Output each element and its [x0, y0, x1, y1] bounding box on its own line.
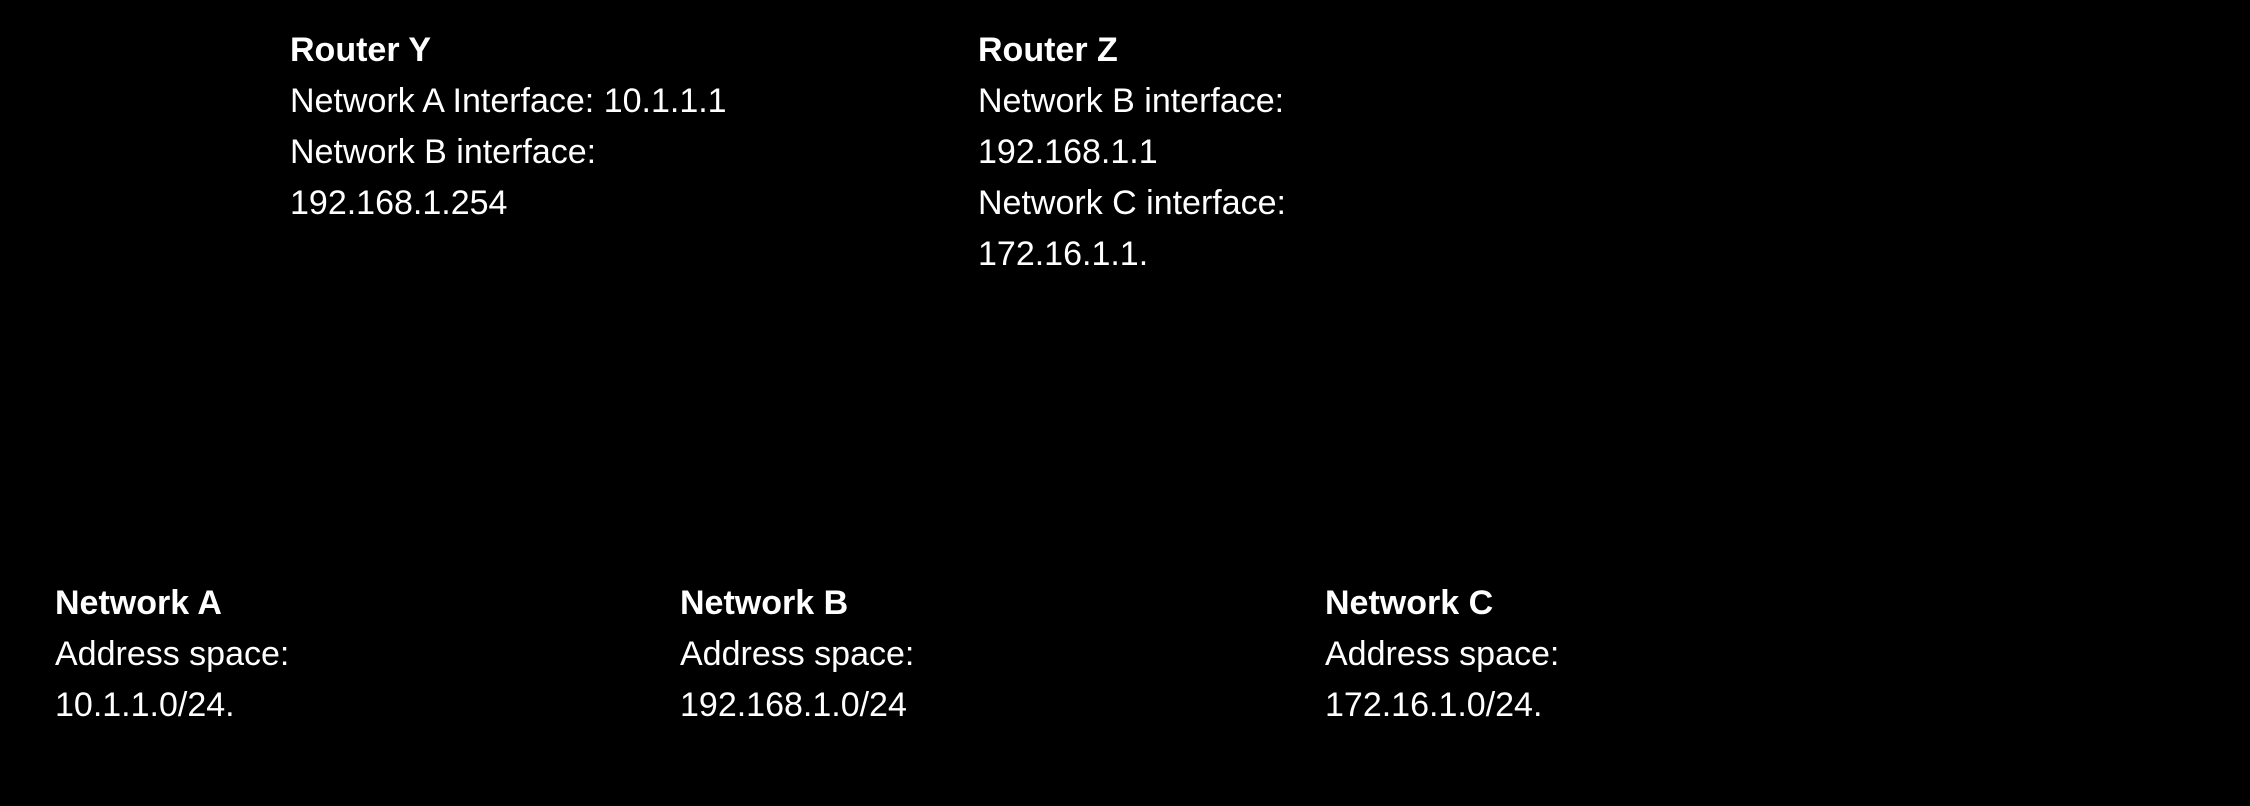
router-z-interface-b-label: Network B interface:	[978, 76, 1286, 127]
network-a-address-value: 10.1.1.0/24.	[55, 680, 289, 731]
router-y-block: Router Y Network A Interface: 10.1.1.1 N…	[290, 25, 727, 229]
router-y-interface-a: Network A Interface: 10.1.1.1	[290, 76, 727, 127]
network-b-address-label: Address space:	[680, 629, 914, 680]
router-z-title: Router Z	[978, 25, 1286, 76]
router-y-interface-b-value: 192.168.1.254	[290, 178, 727, 229]
network-a-title: Network A	[55, 578, 289, 629]
network-c-block: Network C Address space: 172.16.1.0/24.	[1325, 578, 1559, 731]
network-b-address-value: 192.168.1.0/24	[680, 680, 914, 731]
network-a-block: Network A Address space: 10.1.1.0/24.	[55, 578, 289, 731]
router-z-interface-c-label: Network C interface:	[978, 178, 1286, 229]
network-c-title: Network C	[1325, 578, 1559, 629]
network-b-title: Network B	[680, 578, 914, 629]
network-b-block: Network B Address space: 192.168.1.0/24	[680, 578, 914, 731]
network-c-address-value: 172.16.1.0/24.	[1325, 680, 1559, 731]
router-z-interface-c-value: 172.16.1.1.	[978, 229, 1286, 280]
network-a-address-label: Address space:	[55, 629, 289, 680]
router-z-block: Router Z Network B interface: 192.168.1.…	[978, 25, 1286, 280]
router-y-title: Router Y	[290, 25, 727, 76]
network-c-address-label: Address space:	[1325, 629, 1559, 680]
router-z-interface-b-value: 192.168.1.1	[978, 127, 1286, 178]
router-y-interface-b-label: Network B interface:	[290, 127, 727, 178]
